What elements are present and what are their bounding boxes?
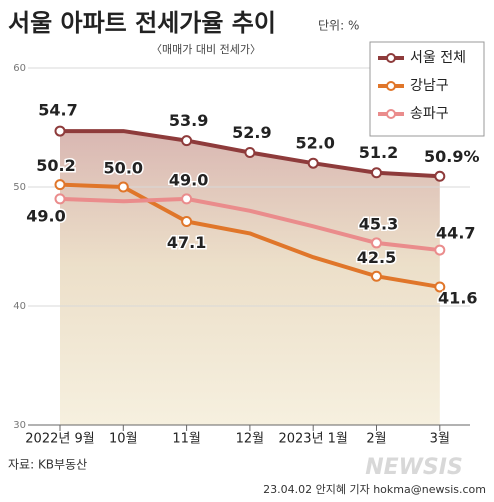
value-label: 44.7 [436, 224, 475, 243]
point [371, 167, 382, 179]
point [181, 193, 193, 205]
value-label: 49.0 [169, 170, 208, 189]
value-label: 42.5 [357, 248, 396, 267]
point [117, 181, 129, 193]
source: 자료: KB부동산 [8, 458, 87, 472]
legend-marker [386, 53, 396, 63]
y-tick-label: 50 [13, 182, 26, 193]
x-tick-label: 2월 [366, 432, 386, 447]
x-tick-label: 2022년 9월 [25, 432, 94, 447]
subtitle: 〈매매가 대비 전세가〉 [151, 43, 261, 56]
point [307, 157, 319, 169]
legend-label: 서울 전체 [410, 50, 466, 66]
credit: 23.04.02 안지혜 기자 hokma@newsis.com [263, 483, 486, 496]
x-tick-label: 11월 [172, 432, 201, 447]
value-label: 52.0 [295, 134, 334, 153]
point [181, 216, 193, 228]
y-tick-label: 40 [13, 301, 26, 312]
value-label: 50.9% [424, 147, 480, 166]
point [434, 244, 446, 256]
watermark: NEWSIS [365, 455, 463, 480]
x-tick-label: 10월 [109, 432, 138, 447]
unit: 단위: % [318, 19, 359, 33]
point [244, 146, 256, 158]
value-label: 45.3 [359, 214, 398, 233]
plot: 30 40 50 60 2022년 9월 10월 11월 12월 2023년 1월 2월 3월 54.… [13, 41, 485, 447]
point [54, 193, 66, 205]
y-tick-label: 30 [13, 420, 26, 431]
value-label: 50.2 [36, 156, 75, 175]
legend-marker [386, 81, 396, 91]
x-tick-label: 3월 [430, 432, 450, 447]
point [434, 170, 446, 182]
point [54, 179, 66, 191]
point [371, 270, 382, 282]
value-label: 53.9 [169, 111, 208, 130]
y-tick-label: 60 [13, 63, 26, 74]
value-label: 54.7 [38, 101, 77, 120]
value-label: 41.6 [438, 288, 477, 307]
point [434, 281, 446, 293]
legend-label: 강남구 [410, 78, 449, 94]
x-tick-label: 2023년 1월 [278, 432, 347, 447]
legend-label: 송파구 [410, 106, 449, 122]
value-label: 49.0 [26, 206, 65, 225]
x-tick-label: 12월 [236, 432, 265, 447]
legend-marker [386, 109, 396, 119]
point [371, 237, 382, 249]
point [181, 135, 193, 147]
value-label: 51.2 [359, 143, 398, 162]
value-label: 50.0 [104, 159, 143, 178]
value-label: 52.9 [232, 123, 271, 142]
value-label: 47.1 [167, 233, 206, 252]
chart-title: 서울 아파트 전세가율 추이 [8, 9, 276, 37]
point [54, 125, 66, 137]
